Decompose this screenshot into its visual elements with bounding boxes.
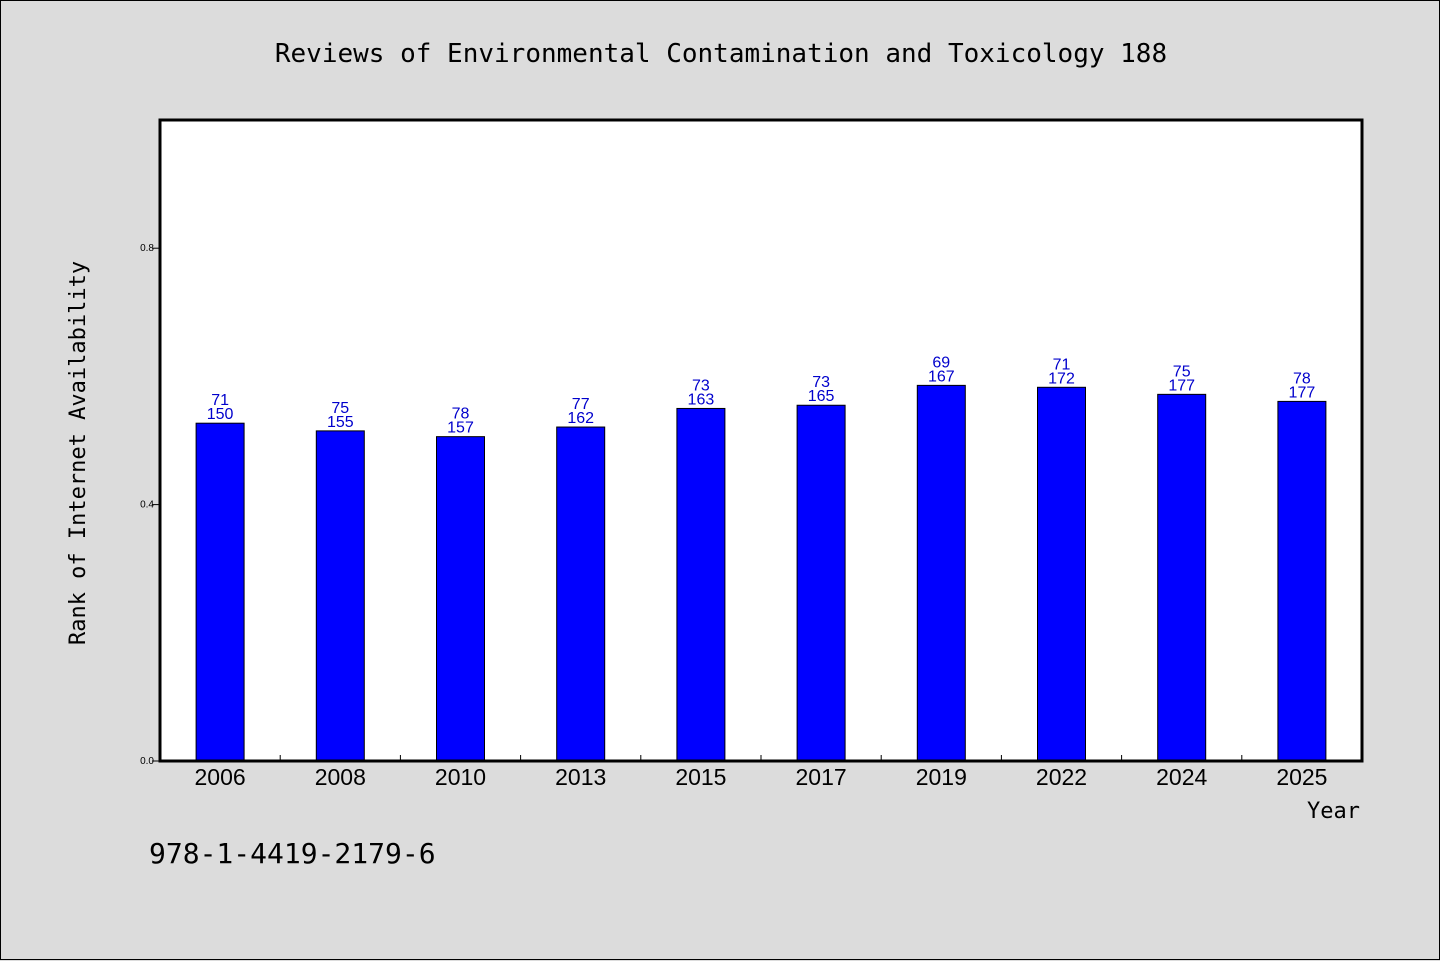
data-label-top: 71 [1053, 356, 1071, 373]
bar-2013 [556, 426, 606, 762]
data-label-bottom: 162 [567, 410, 594, 427]
x-tick-label: 2025 [1276, 764, 1327, 790]
data-label-top: 78 [452, 406, 470, 423]
data-label-bottom: 167 [928, 368, 955, 385]
data-label-top: 75 [331, 400, 349, 417]
x-tick-label: 2022 [1036, 764, 1087, 790]
x-tick-label: 2010 [435, 764, 486, 790]
x-tick-label: 2006 [195, 764, 246, 790]
bar-2022 [1037, 386, 1086, 762]
data-label-top: 73 [812, 374, 830, 391]
x-tick-labels: 2006 2008 2010 2013 2015 2017 2019 2022 2024 2025 [195, 764, 1328, 790]
x-tick-label: 2008 [315, 764, 366, 790]
data-label-bottom: 177 [1168, 377, 1195, 394]
x-axis-label: Year [1307, 799, 1360, 824]
data-label-bottom: 150 [207, 406, 234, 423]
data-label-top: 75 [1173, 363, 1191, 380]
plot-border [158, 118, 1364, 763]
bar-2019 [916, 384, 966, 762]
data-label-top: 69 [932, 354, 950, 371]
x-tick-label: 2019 [916, 764, 967, 790]
y-tick-label: 0.8 [140, 243, 154, 254]
data-label-bottom: 163 [688, 391, 715, 408]
bar-2017 [796, 404, 846, 762]
data-label-top: 73 [692, 377, 710, 394]
x-tick-label: 2015 [675, 764, 726, 790]
bar-2006 [195, 422, 245, 762]
y-tick-label: 0.0 [140, 756, 154, 767]
bar-2010 [436, 436, 485, 762]
bar-2024 [1157, 393, 1207, 762]
y-tick-label: 0.4 [140, 500, 154, 511]
data-label-bottom: 177 [1289, 384, 1316, 401]
bar-2008 [315, 430, 365, 762]
bar-2015 [676, 407, 726, 762]
data-label-top: 71 [211, 392, 229, 409]
y-axis-label: Rank of Internet Availability [66, 261, 91, 645]
data-label-bottom: 157 [447, 420, 474, 437]
x-tick-label: 2013 [555, 764, 606, 790]
y-axis-ticks: 0.0 0.4 0.8 [140, 243, 160, 767]
data-label-bottom: 155 [327, 414, 354, 431]
isbn-label: 978-1-4419-2179-6 [149, 837, 436, 870]
chart-title: Reviews of Environmental Contamination a… [275, 39, 1167, 69]
data-label-bottom: 172 [1048, 370, 1075, 387]
bar-series [195, 384, 1327, 762]
bar-2025 [1277, 400, 1327, 762]
x-tick-label: 2017 [796, 764, 847, 790]
data-label-top: 77 [572, 396, 590, 413]
data-label-top: 78 [1293, 370, 1311, 387]
data-label-bottom: 165 [808, 388, 835, 405]
x-tick-label: 2024 [1156, 764, 1207, 790]
